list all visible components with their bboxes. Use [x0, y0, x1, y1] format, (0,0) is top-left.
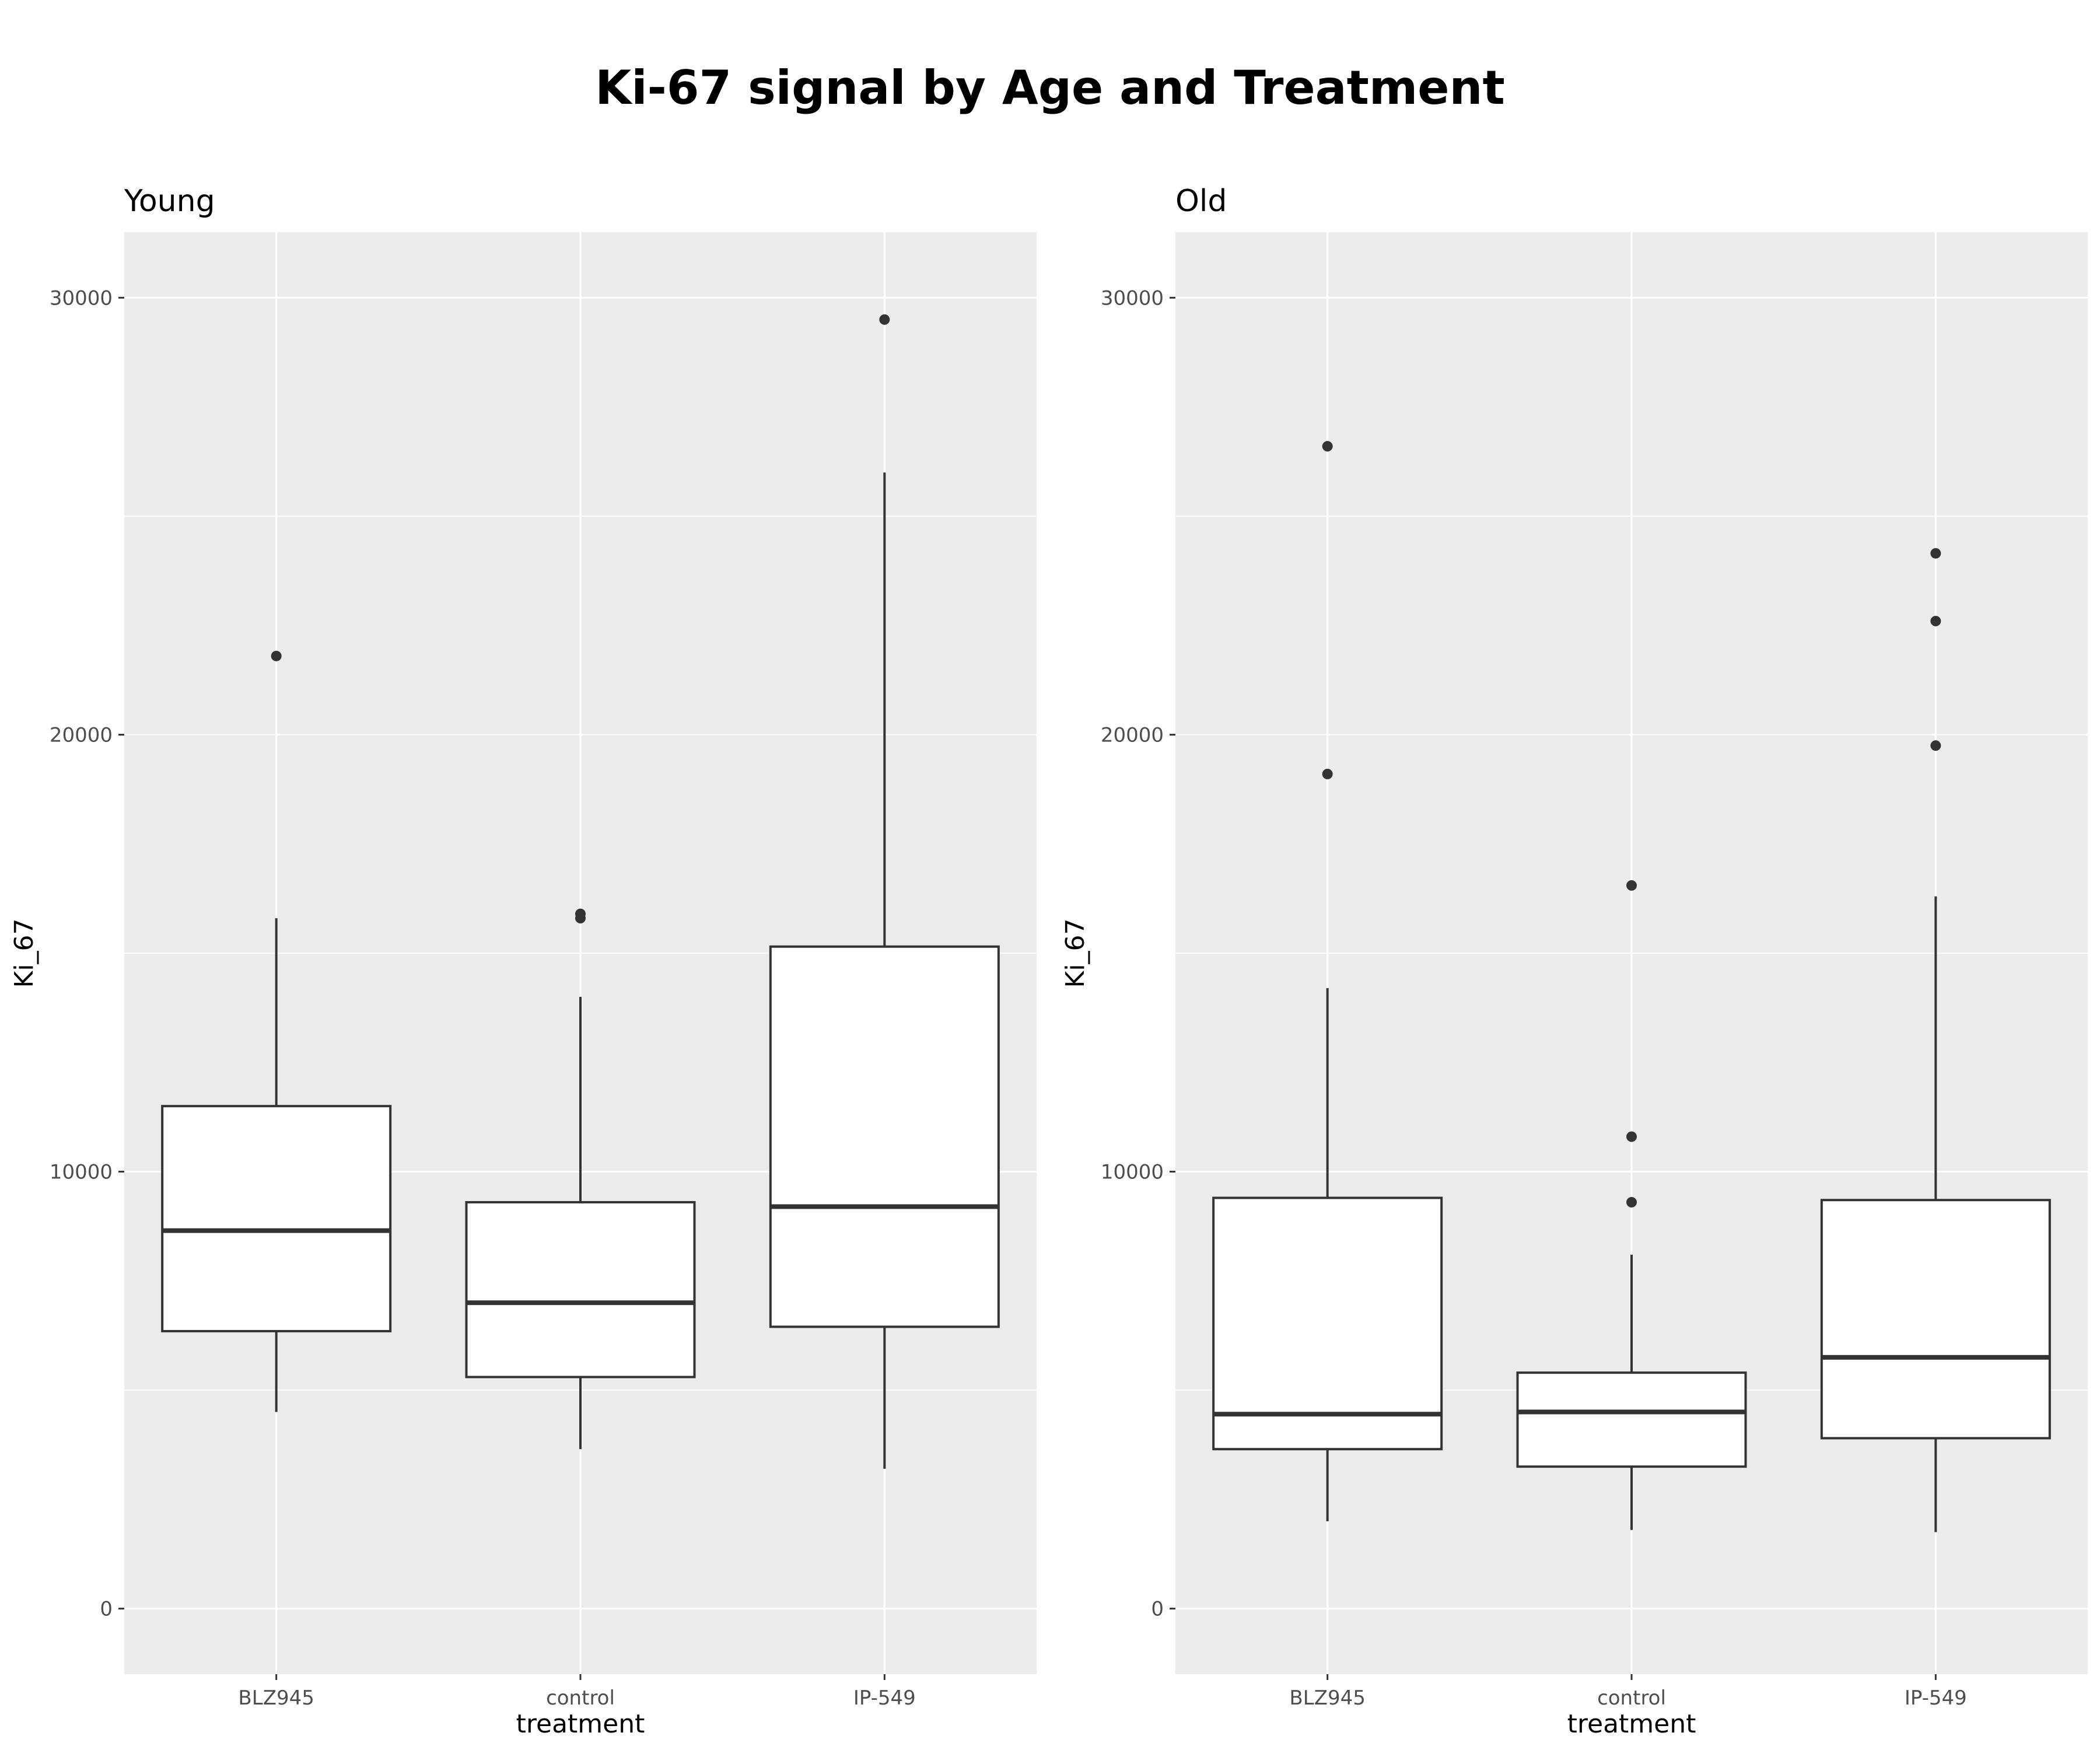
y-tick-label: 30000	[50, 286, 113, 310]
iqr-box	[769, 945, 1000, 1328]
outlier-point	[1322, 768, 1333, 779]
x-tick-label: IP-549	[1905, 1686, 1967, 1710]
y-axis-label-old: Ki_67	[1060, 918, 1090, 988]
x-axis-label-old: treatment	[1567, 1709, 1696, 1739]
x-tick-labels-old: BLZ945 control IP-549	[1289, 1674, 1967, 1710]
iqr-box	[1820, 1199, 2051, 1440]
outlier-point	[575, 908, 586, 919]
outlier-point	[1626, 880, 1637, 891]
box-ip-549	[1820, 548, 2051, 1532]
panel-title-old: Old	[1175, 184, 1227, 219]
panel-old: Old 0 10000 20000 30000 BLZ945 control IP-549…	[1060, 184, 2088, 1739]
y-tick-label: 10000	[1101, 1161, 1164, 1184]
outlier-point	[1626, 1131, 1637, 1142]
outlier-point	[1930, 548, 1941, 559]
x-tick-label: BLZ945	[1289, 1686, 1365, 1710]
x-tick-labels-young: BLZ945 control IP-549	[238, 1674, 916, 1710]
iqr-box	[1516, 1371, 1747, 1468]
box-ip-549	[769, 314, 1000, 1469]
y-tick-label: 0	[1151, 1598, 1164, 1621]
outlier-point	[1930, 615, 1941, 626]
outlier-point	[1322, 441, 1333, 452]
y-tick-label: 20000	[1101, 723, 1164, 747]
panel-title-young: Young	[124, 184, 215, 219]
y-tick-label: 20000	[50, 723, 113, 747]
chart-title: Ki-67 signal by Age and Treatment	[595, 61, 1504, 115]
boxes-old	[1212, 441, 2051, 1532]
boxes-young	[161, 314, 1000, 1469]
y-tick-labels-old: 0 10000 20000 30000	[1101, 286, 1175, 1621]
box-blz945	[161, 650, 392, 1412]
x-axis-label-young: treatment	[516, 1709, 645, 1739]
y-tick-labels-young: 0 10000 20000 30000	[50, 286, 124, 1621]
y-tick-label: 30000	[1101, 286, 1164, 310]
x-tick-label: IP-549	[853, 1686, 916, 1710]
y-axis-label-young: Ki_67	[9, 918, 39, 988]
box-control	[465, 908, 696, 1450]
outlier-point	[879, 314, 890, 325]
iqr-box	[1212, 1196, 1443, 1451]
outlier-point	[1930, 740, 1941, 751]
y-tick-label: 0	[100, 1598, 113, 1621]
outlier-point	[271, 650, 282, 662]
x-tick-label: BLZ945	[238, 1686, 314, 1710]
y-tick-label: 10000	[50, 1161, 113, 1184]
iqr-box	[465, 1200, 696, 1378]
outlier-point	[1626, 1196, 1637, 1208]
x-tick-label: control	[546, 1686, 615, 1710]
panel-young: Young 0 10000 20000 30000 BLZ945 control IP-5…	[9, 184, 1037, 1739]
box-blz945	[1212, 441, 1443, 1521]
x-tick-label: control	[1597, 1686, 1666, 1710]
box-control	[1516, 880, 1747, 1530]
iqr-box	[161, 1105, 392, 1332]
